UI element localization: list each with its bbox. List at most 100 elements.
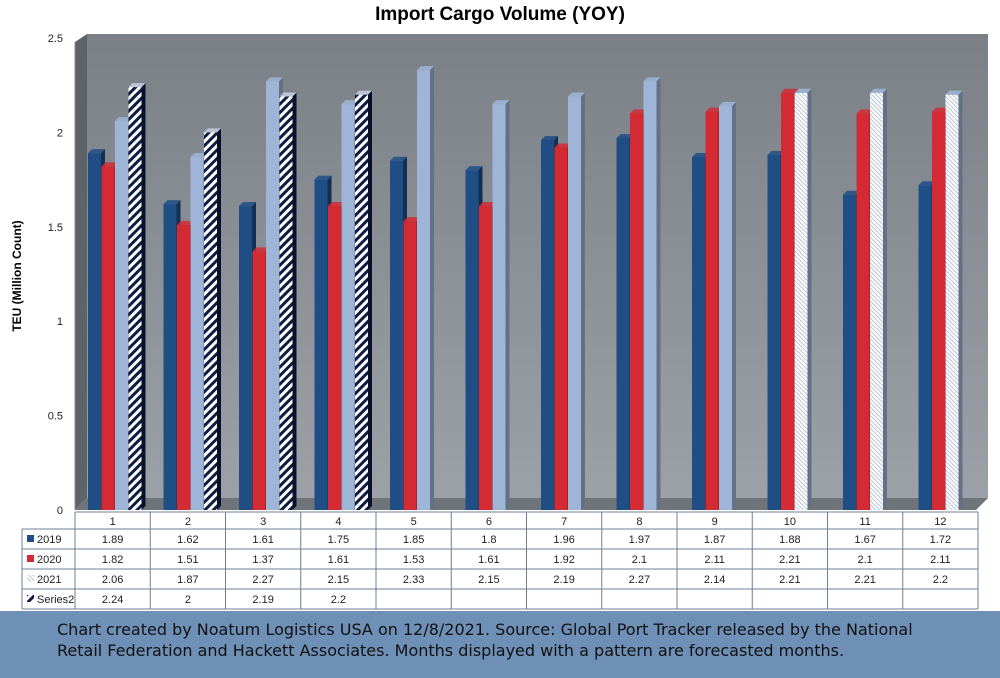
x-tick-label: 6 — [486, 516, 492, 528]
data-label: 1.62 — [177, 534, 198, 546]
footer-note: Chart created by Noatum Logistics USA on… — [57, 620, 913, 660]
bar-side — [958, 90, 963, 510]
bar-front — [568, 96, 581, 510]
bar-front — [918, 185, 932, 510]
bar-top — [355, 90, 372, 95]
bar-front — [630, 113, 643, 511]
x-tick-label: 1 — [110, 516, 116, 528]
data-label: 2.21 — [779, 554, 800, 566]
x-tick-label: 9 — [712, 516, 718, 528]
y-tick-label: 0.5 — [48, 411, 63, 423]
data-label: 1.53 — [403, 554, 424, 566]
bar-top — [794, 88, 812, 93]
bar-front — [554, 147, 568, 510]
bar-front — [492, 104, 506, 510]
bar-top — [341, 100, 359, 105]
bar-front — [163, 204, 177, 511]
bar-top — [239, 202, 256, 207]
bar — [794, 88, 812, 510]
bar-front — [616, 138, 630, 510]
bar — [945, 90, 963, 510]
bar-front — [843, 194, 856, 511]
data-label: 2.19 — [252, 594, 273, 606]
data-label: 1.51 — [177, 554, 198, 566]
bar-front — [767, 155, 781, 510]
data-label: 2.15 — [328, 574, 349, 586]
bar-top — [643, 77, 661, 82]
bar-top — [630, 109, 647, 114]
data-label: 1.75 — [328, 534, 349, 546]
bar-top — [128, 83, 146, 88]
bar-side — [141, 83, 146, 510]
data-label: 2.1 — [857, 554, 872, 566]
bar-side — [430, 66, 434, 510]
data-label: 1.61 — [328, 554, 349, 566]
chart-title: Import Cargo Volume (YOY) — [375, 4, 625, 25]
data-label: 1.89 — [102, 534, 123, 546]
bar — [568, 92, 585, 510]
bar-front — [190, 156, 204, 510]
bar-top — [390, 156, 407, 161]
bar-top — [856, 109, 874, 114]
legend-key — [27, 535, 34, 542]
bar-front — [177, 224, 190, 511]
bar-front — [465, 170, 479, 510]
bar-side — [505, 100, 510, 510]
bar-top — [88, 149, 105, 154]
bar-side — [656, 77, 661, 510]
bar-front — [932, 111, 945, 510]
bar-top — [479, 202, 496, 207]
bar-top — [101, 162, 119, 167]
bar-front — [390, 160, 403, 510]
bar-top — [541, 135, 558, 140]
footer-banner: Chart created by Noatum Logistics USA on… — [0, 611, 1000, 678]
bar-top — [554, 143, 572, 148]
bar-front — [692, 156, 705, 510]
bar-front — [314, 179, 328, 510]
data-label: 2 — [185, 594, 191, 606]
y-tick-label: 2.5 — [48, 33, 63, 45]
bar — [870, 88, 887, 510]
bar-front — [115, 121, 128, 511]
bar-front — [719, 105, 732, 510]
bar-front — [279, 96, 293, 510]
plot-back-wall — [87, 34, 988, 498]
y-tick-label: 2 — [57, 127, 63, 139]
bar-top — [705, 107, 723, 112]
bar-front — [794, 92, 808, 510]
bar — [719, 101, 736, 510]
bar-top — [279, 92, 297, 97]
x-tick-label: 8 — [636, 516, 642, 528]
bar — [643, 77, 661, 510]
bar-front — [781, 92, 794, 510]
x-tick-label: 10 — [784, 516, 796, 528]
bar-top — [692, 152, 709, 157]
bar-side — [292, 92, 297, 510]
bar-top — [417, 66, 434, 71]
bar-front — [856, 113, 870, 511]
bar-top — [492, 100, 510, 105]
bar-front — [128, 87, 142, 510]
bar-front — [252, 251, 266, 510]
legend-entry: 2020 — [37, 554, 61, 566]
bar-top — [204, 128, 221, 133]
bar — [128, 83, 146, 510]
data-label: 2.2 — [933, 574, 948, 586]
bar-top — [163, 200, 181, 205]
x-tick-label: 4 — [335, 516, 341, 528]
bar-side — [581, 92, 585, 510]
bar-front — [479, 206, 492, 511]
bar-side — [807, 88, 812, 510]
data-label: 1.87 — [704, 534, 725, 546]
y-tick-label: 1.5 — [48, 222, 63, 234]
bar-front — [101, 166, 115, 510]
legend-key — [27, 595, 34, 602]
bar-front — [643, 81, 657, 510]
data-label: 2.27 — [252, 574, 273, 586]
data-label: 1.8 — [481, 534, 496, 546]
bar-front — [355, 94, 368, 510]
bar — [355, 90, 372, 510]
bar-front — [204, 132, 217, 510]
data-label: 1.61 — [252, 534, 273, 546]
